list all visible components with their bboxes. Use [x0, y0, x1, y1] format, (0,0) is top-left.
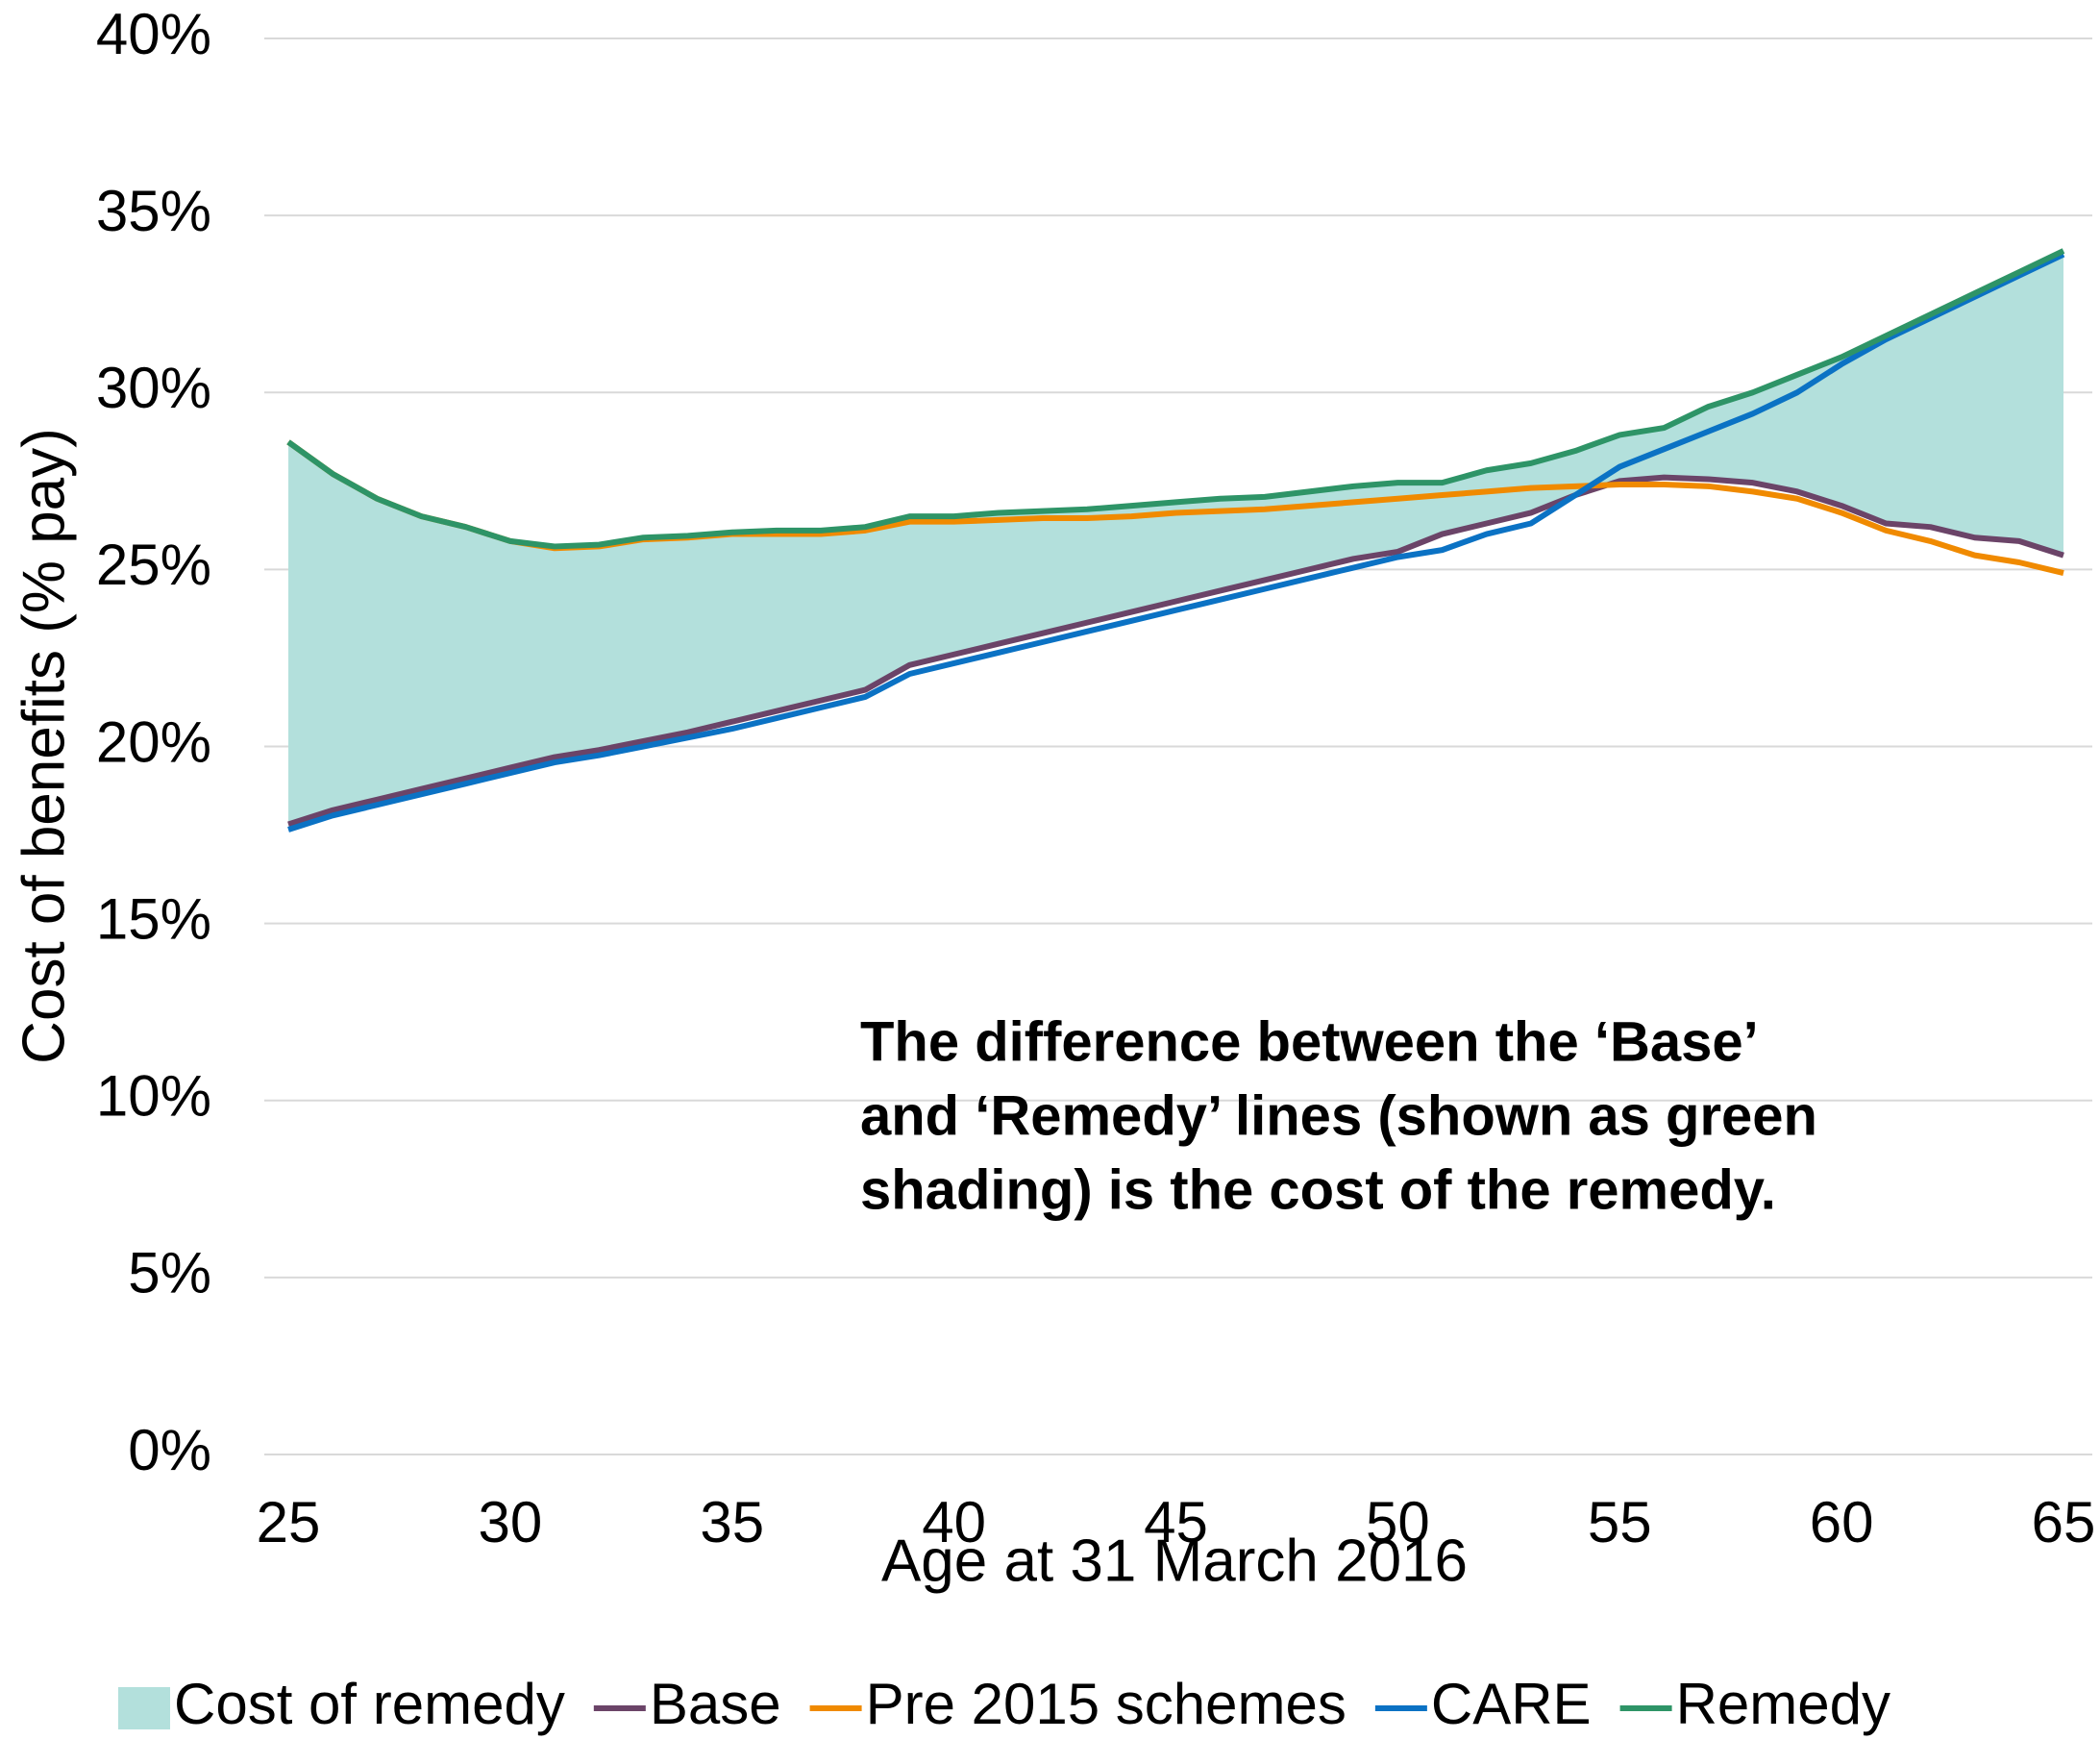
x-tick-label: 40: [922, 1490, 986, 1554]
legend-label: Pre 2015 schemes: [866, 1672, 1346, 1736]
x-tick-label: 65: [2032, 1490, 2096, 1554]
annotation: The difference between the ‘Base’: [860, 1010, 1759, 1073]
area: [288, 250, 2063, 825]
legend-swatch: [118, 1687, 170, 1729]
annotation: shading) is the cost of the remedy.: [860, 1158, 1776, 1221]
x-axis-title: Age at 31 March 2016: [881, 1528, 1468, 1594]
x-tick-label: 45: [1144, 1490, 1208, 1554]
legend-label: Remedy: [1676, 1672, 1890, 1736]
x-tick-label: 25: [257, 1490, 321, 1554]
y-tick-label: 20%: [96, 709, 211, 774]
y-axis-title: Cost of benefits (% pay): [11, 428, 77, 1064]
legend-label: Base: [650, 1672, 781, 1736]
y-tick-label: 10%: [96, 1064, 211, 1129]
x-tick-label: 50: [1366, 1490, 1430, 1554]
x-tick-label: 60: [1810, 1490, 1874, 1554]
y-tick-label: 35%: [96, 179, 211, 243]
y-tick-label: 30%: [96, 356, 211, 420]
annotation: and ‘Remedy’ lines (shown as green: [860, 1084, 1817, 1147]
line: [286, 248, 2065, 550]
y-tick-label: 40%: [96, 2, 211, 66]
x-tick-label: 30: [479, 1490, 543, 1554]
x-tick-label: 35: [700, 1490, 764, 1554]
line: [287, 251, 2065, 833]
y-tick-label: 5%: [128, 1241, 211, 1305]
legend-label: Cost of remedy: [174, 1672, 565, 1736]
legend-label: CARE: [1431, 1672, 1592, 1736]
y-tick-label: 15%: [96, 886, 211, 951]
x-tick-label: 55: [1588, 1490, 1652, 1554]
y-tick-label: 0%: [128, 1418, 211, 1482]
line: [287, 474, 2064, 828]
y-tick-label: 25%: [96, 533, 211, 597]
